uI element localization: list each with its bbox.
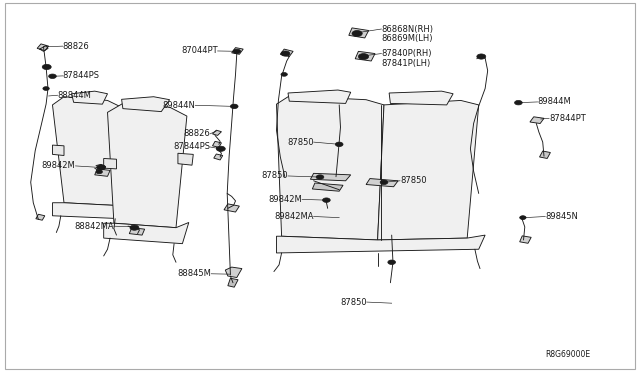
- Circle shape: [382, 181, 386, 183]
- Text: 89844M: 89844M: [538, 97, 572, 106]
- Polygon shape: [52, 145, 64, 155]
- Text: 88845M: 88845M: [177, 269, 211, 278]
- Polygon shape: [312, 183, 343, 191]
- Polygon shape: [52, 202, 128, 219]
- Polygon shape: [122, 97, 170, 112]
- Polygon shape: [37, 44, 49, 51]
- Polygon shape: [366, 179, 398, 187]
- Polygon shape: [214, 154, 223, 160]
- Circle shape: [42, 64, 51, 70]
- Text: 89842M: 89842M: [268, 195, 302, 204]
- Polygon shape: [104, 158, 116, 169]
- Circle shape: [515, 100, 522, 105]
- Polygon shape: [212, 130, 221, 135]
- Polygon shape: [540, 151, 550, 158]
- Text: 89845N: 89845N: [545, 212, 578, 221]
- Circle shape: [316, 175, 324, 179]
- Polygon shape: [52, 97, 123, 205]
- Text: 88826: 88826: [63, 42, 90, 51]
- Circle shape: [281, 51, 290, 56]
- Polygon shape: [95, 169, 110, 176]
- Text: 87844PT: 87844PT: [549, 114, 586, 123]
- Polygon shape: [310, 173, 351, 181]
- Polygon shape: [129, 228, 145, 235]
- Circle shape: [380, 180, 388, 185]
- Circle shape: [390, 261, 394, 263]
- Circle shape: [49, 74, 56, 78]
- Text: 87844PS: 87844PS: [63, 71, 100, 80]
- Circle shape: [130, 225, 139, 230]
- Circle shape: [232, 105, 236, 108]
- Text: 86869M(LH): 86869M(LH): [381, 34, 433, 43]
- Polygon shape: [232, 48, 243, 54]
- Text: 88826: 88826: [183, 129, 210, 138]
- Circle shape: [352, 31, 362, 36]
- Text: 87844PS: 87844PS: [173, 142, 210, 151]
- Text: 89842M: 89842M: [42, 161, 76, 170]
- Circle shape: [96, 170, 102, 174]
- Circle shape: [388, 260, 396, 264]
- Circle shape: [43, 87, 49, 90]
- Polygon shape: [530, 117, 544, 124]
- Polygon shape: [349, 28, 369, 38]
- Circle shape: [281, 73, 287, 76]
- Polygon shape: [178, 153, 193, 165]
- Text: 87850: 87850: [261, 171, 288, 180]
- Text: R8G69000E: R8G69000E: [545, 350, 591, 359]
- Text: 88844M: 88844M: [58, 91, 92, 100]
- Circle shape: [233, 49, 241, 54]
- Circle shape: [358, 54, 369, 60]
- Polygon shape: [104, 222, 189, 244]
- Circle shape: [230, 104, 238, 109]
- Polygon shape: [355, 51, 375, 61]
- Text: 87841P(LH): 87841P(LH): [381, 59, 431, 68]
- Circle shape: [521, 217, 525, 219]
- Circle shape: [477, 54, 486, 59]
- Polygon shape: [108, 103, 187, 228]
- Polygon shape: [228, 278, 238, 287]
- Polygon shape: [276, 96, 384, 240]
- Circle shape: [520, 216, 526, 219]
- Polygon shape: [224, 204, 239, 212]
- Polygon shape: [225, 267, 242, 278]
- Polygon shape: [389, 91, 453, 105]
- Polygon shape: [378, 100, 479, 240]
- Polygon shape: [276, 235, 485, 253]
- Text: 86868N(RH): 86868N(RH): [381, 25, 433, 33]
- Polygon shape: [212, 141, 221, 147]
- Text: 87850: 87850: [400, 176, 427, 185]
- Text: 87044PT: 87044PT: [181, 46, 218, 55]
- Text: 89844N: 89844N: [163, 101, 195, 110]
- Text: 89842MA: 89842MA: [274, 212, 314, 221]
- Polygon shape: [520, 236, 531, 243]
- Polygon shape: [36, 214, 45, 220]
- Circle shape: [335, 142, 343, 147]
- Polygon shape: [72, 91, 108, 104]
- Text: 87850: 87850: [287, 138, 314, 147]
- Text: 87840P(RH): 87840P(RH): [381, 49, 432, 58]
- Text: 87850: 87850: [340, 298, 367, 307]
- Polygon shape: [280, 49, 293, 57]
- Text: 88842MA: 88842MA: [74, 222, 114, 231]
- Circle shape: [97, 165, 106, 170]
- Polygon shape: [288, 90, 351, 103]
- Circle shape: [323, 198, 330, 202]
- Circle shape: [337, 143, 341, 145]
- Circle shape: [216, 146, 225, 151]
